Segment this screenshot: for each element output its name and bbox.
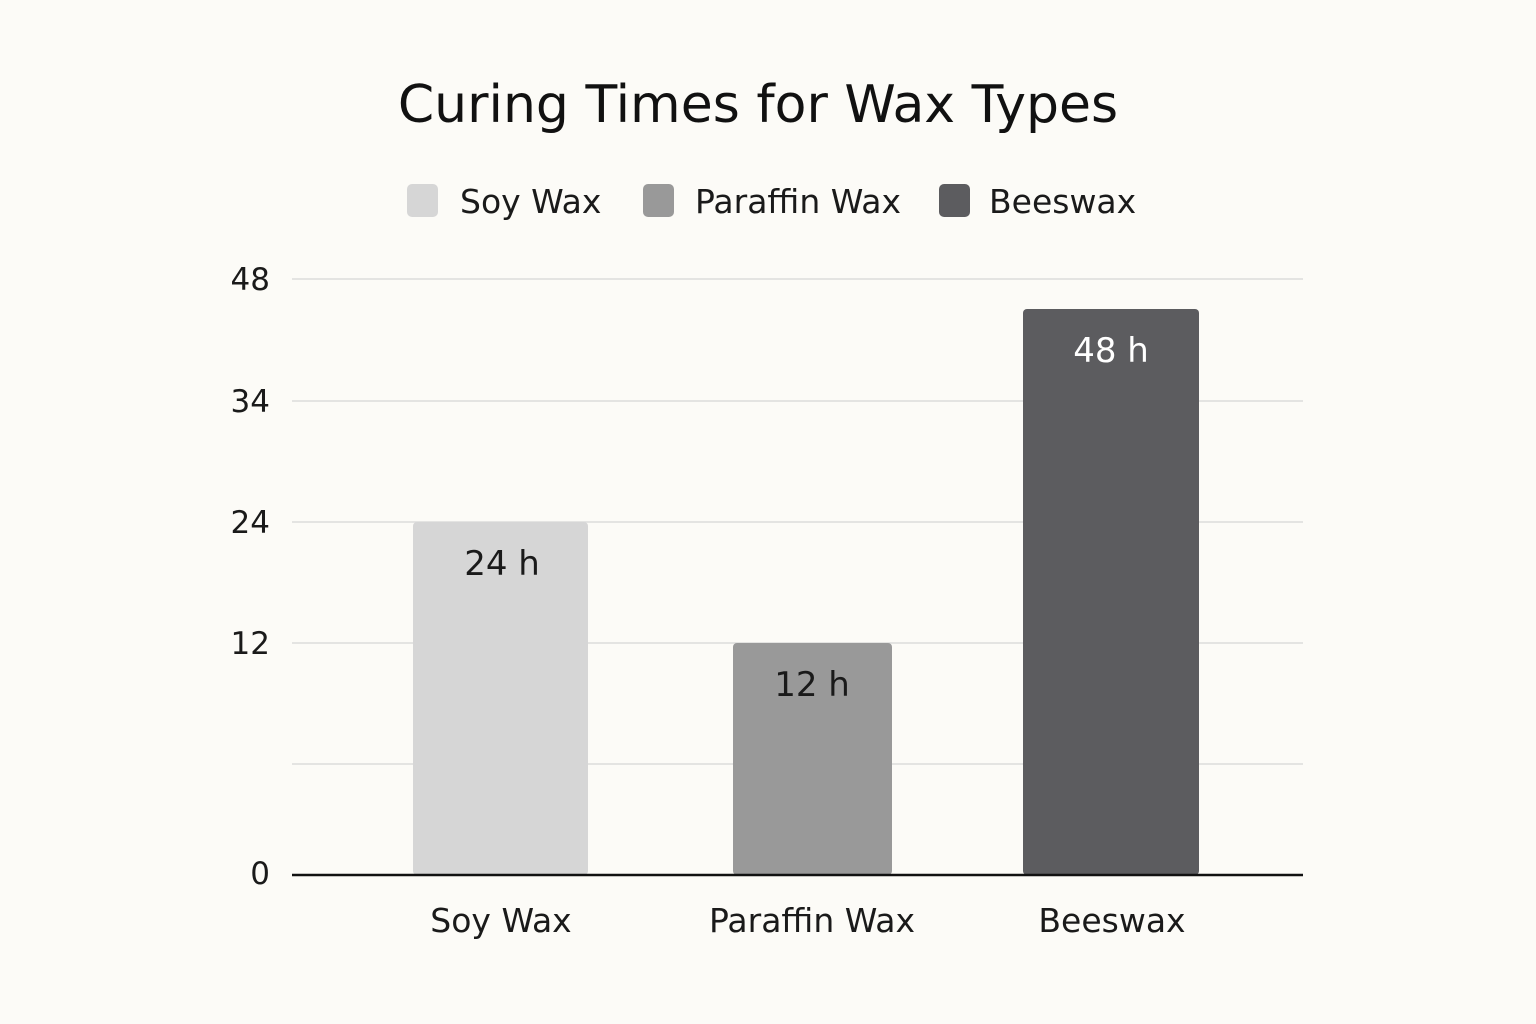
legend-swatch-paraffin-wax [643, 184, 674, 217]
y-tick-label-48: 48 [231, 262, 270, 298]
legend-label-soy-wax: Soy Wax [460, 182, 601, 221]
x-axis-categories: Soy Wax Paraffin Wax Beeswax [430, 901, 1185, 940]
bar-value-label-paraffin-wax: 12 h [774, 665, 850, 705]
bar-soy-wax [413, 522, 588, 875]
y-axis-ticks: 48 34 24 12 0 [231, 262, 270, 892]
legend-label-paraffin-wax: Paraffin Wax [695, 182, 901, 221]
bar-beeswax [1023, 309, 1199, 875]
legend-swatch-beeswax [939, 184, 970, 217]
bars [413, 309, 1199, 875]
chart-title: Curing Times for Wax Types [398, 75, 1118, 135]
x-category-label-soy-wax: Soy Wax [430, 901, 571, 940]
y-tick-label-12: 12 [231, 626, 270, 662]
legend-label-beeswax: Beeswax [989, 182, 1136, 221]
x-category-label-beeswax: Beeswax [1038, 901, 1185, 940]
bar-value-labels: 24 h 12 h 48 h [464, 331, 1149, 705]
legend-item-beeswax: Beeswax [939, 182, 1136, 221]
legend-item-soy-wax: Soy Wax [407, 182, 601, 221]
y-tick-label-24: 24 [231, 505, 270, 541]
y-tick-label-34: 34 [231, 384, 270, 420]
x-category-label-paraffin-wax: Paraffin Wax [709, 901, 915, 940]
legend-item-paraffin-wax: Paraffin Wax [643, 182, 901, 221]
bar-value-label-beeswax: 48 h [1073, 331, 1149, 371]
bar-value-label-soy-wax: 24 h [464, 544, 540, 584]
legend: Soy Wax Paraffin Wax Beeswax [407, 182, 1136, 221]
bar-paraffin-wax [733, 643, 892, 875]
y-tick-label-0: 0 [250, 856, 270, 892]
legend-swatch-soy-wax [407, 184, 438, 217]
